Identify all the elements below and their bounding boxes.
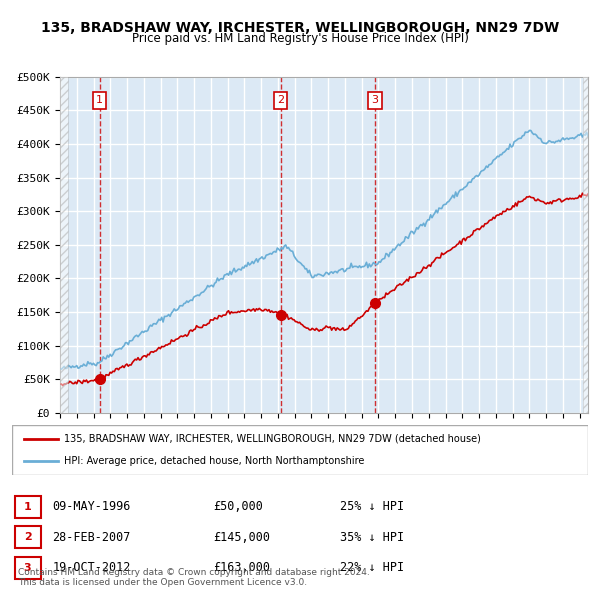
Text: 35% ↓ HPI: 35% ↓ HPI xyxy=(340,530,404,543)
FancyBboxPatch shape xyxy=(15,496,41,517)
Polygon shape xyxy=(583,77,588,413)
Text: 1: 1 xyxy=(96,95,103,105)
FancyBboxPatch shape xyxy=(12,425,588,475)
Text: £163,000: £163,000 xyxy=(214,561,271,574)
Text: Price paid vs. HM Land Registry's House Price Index (HPI): Price paid vs. HM Land Registry's House … xyxy=(131,32,469,45)
Text: 22% ↓ HPI: 22% ↓ HPI xyxy=(340,561,404,574)
Text: 3: 3 xyxy=(371,95,379,105)
FancyBboxPatch shape xyxy=(15,557,41,579)
Text: 2: 2 xyxy=(23,532,31,542)
Text: 09-MAY-1996: 09-MAY-1996 xyxy=(52,500,131,513)
Text: HPI: Average price, detached house, North Northamptonshire: HPI: Average price, detached house, Nort… xyxy=(64,456,364,466)
Text: 135, BRADSHAW WAY, IRCHESTER, WELLINGBOROUGH, NN29 7DW: 135, BRADSHAW WAY, IRCHESTER, WELLINGBOR… xyxy=(41,21,559,35)
Text: 135, BRADSHAW WAY, IRCHESTER, WELLINGBOROUGH, NN29 7DW (detached house): 135, BRADSHAW WAY, IRCHESTER, WELLINGBOR… xyxy=(64,434,481,444)
Text: 19-OCT-2012: 19-OCT-2012 xyxy=(52,561,131,574)
Text: Contains HM Land Registry data © Crown copyright and database right 2024.
This d: Contains HM Land Registry data © Crown c… xyxy=(18,568,370,587)
Text: £50,000: £50,000 xyxy=(214,500,263,513)
Text: 25% ↓ HPI: 25% ↓ HPI xyxy=(340,500,404,513)
Text: 1: 1 xyxy=(23,502,31,512)
Text: 3: 3 xyxy=(24,563,31,573)
Text: 28-FEB-2007: 28-FEB-2007 xyxy=(52,530,131,543)
Text: 2: 2 xyxy=(277,95,284,105)
Polygon shape xyxy=(60,77,68,413)
Text: £145,000: £145,000 xyxy=(214,530,271,543)
FancyBboxPatch shape xyxy=(15,526,41,548)
